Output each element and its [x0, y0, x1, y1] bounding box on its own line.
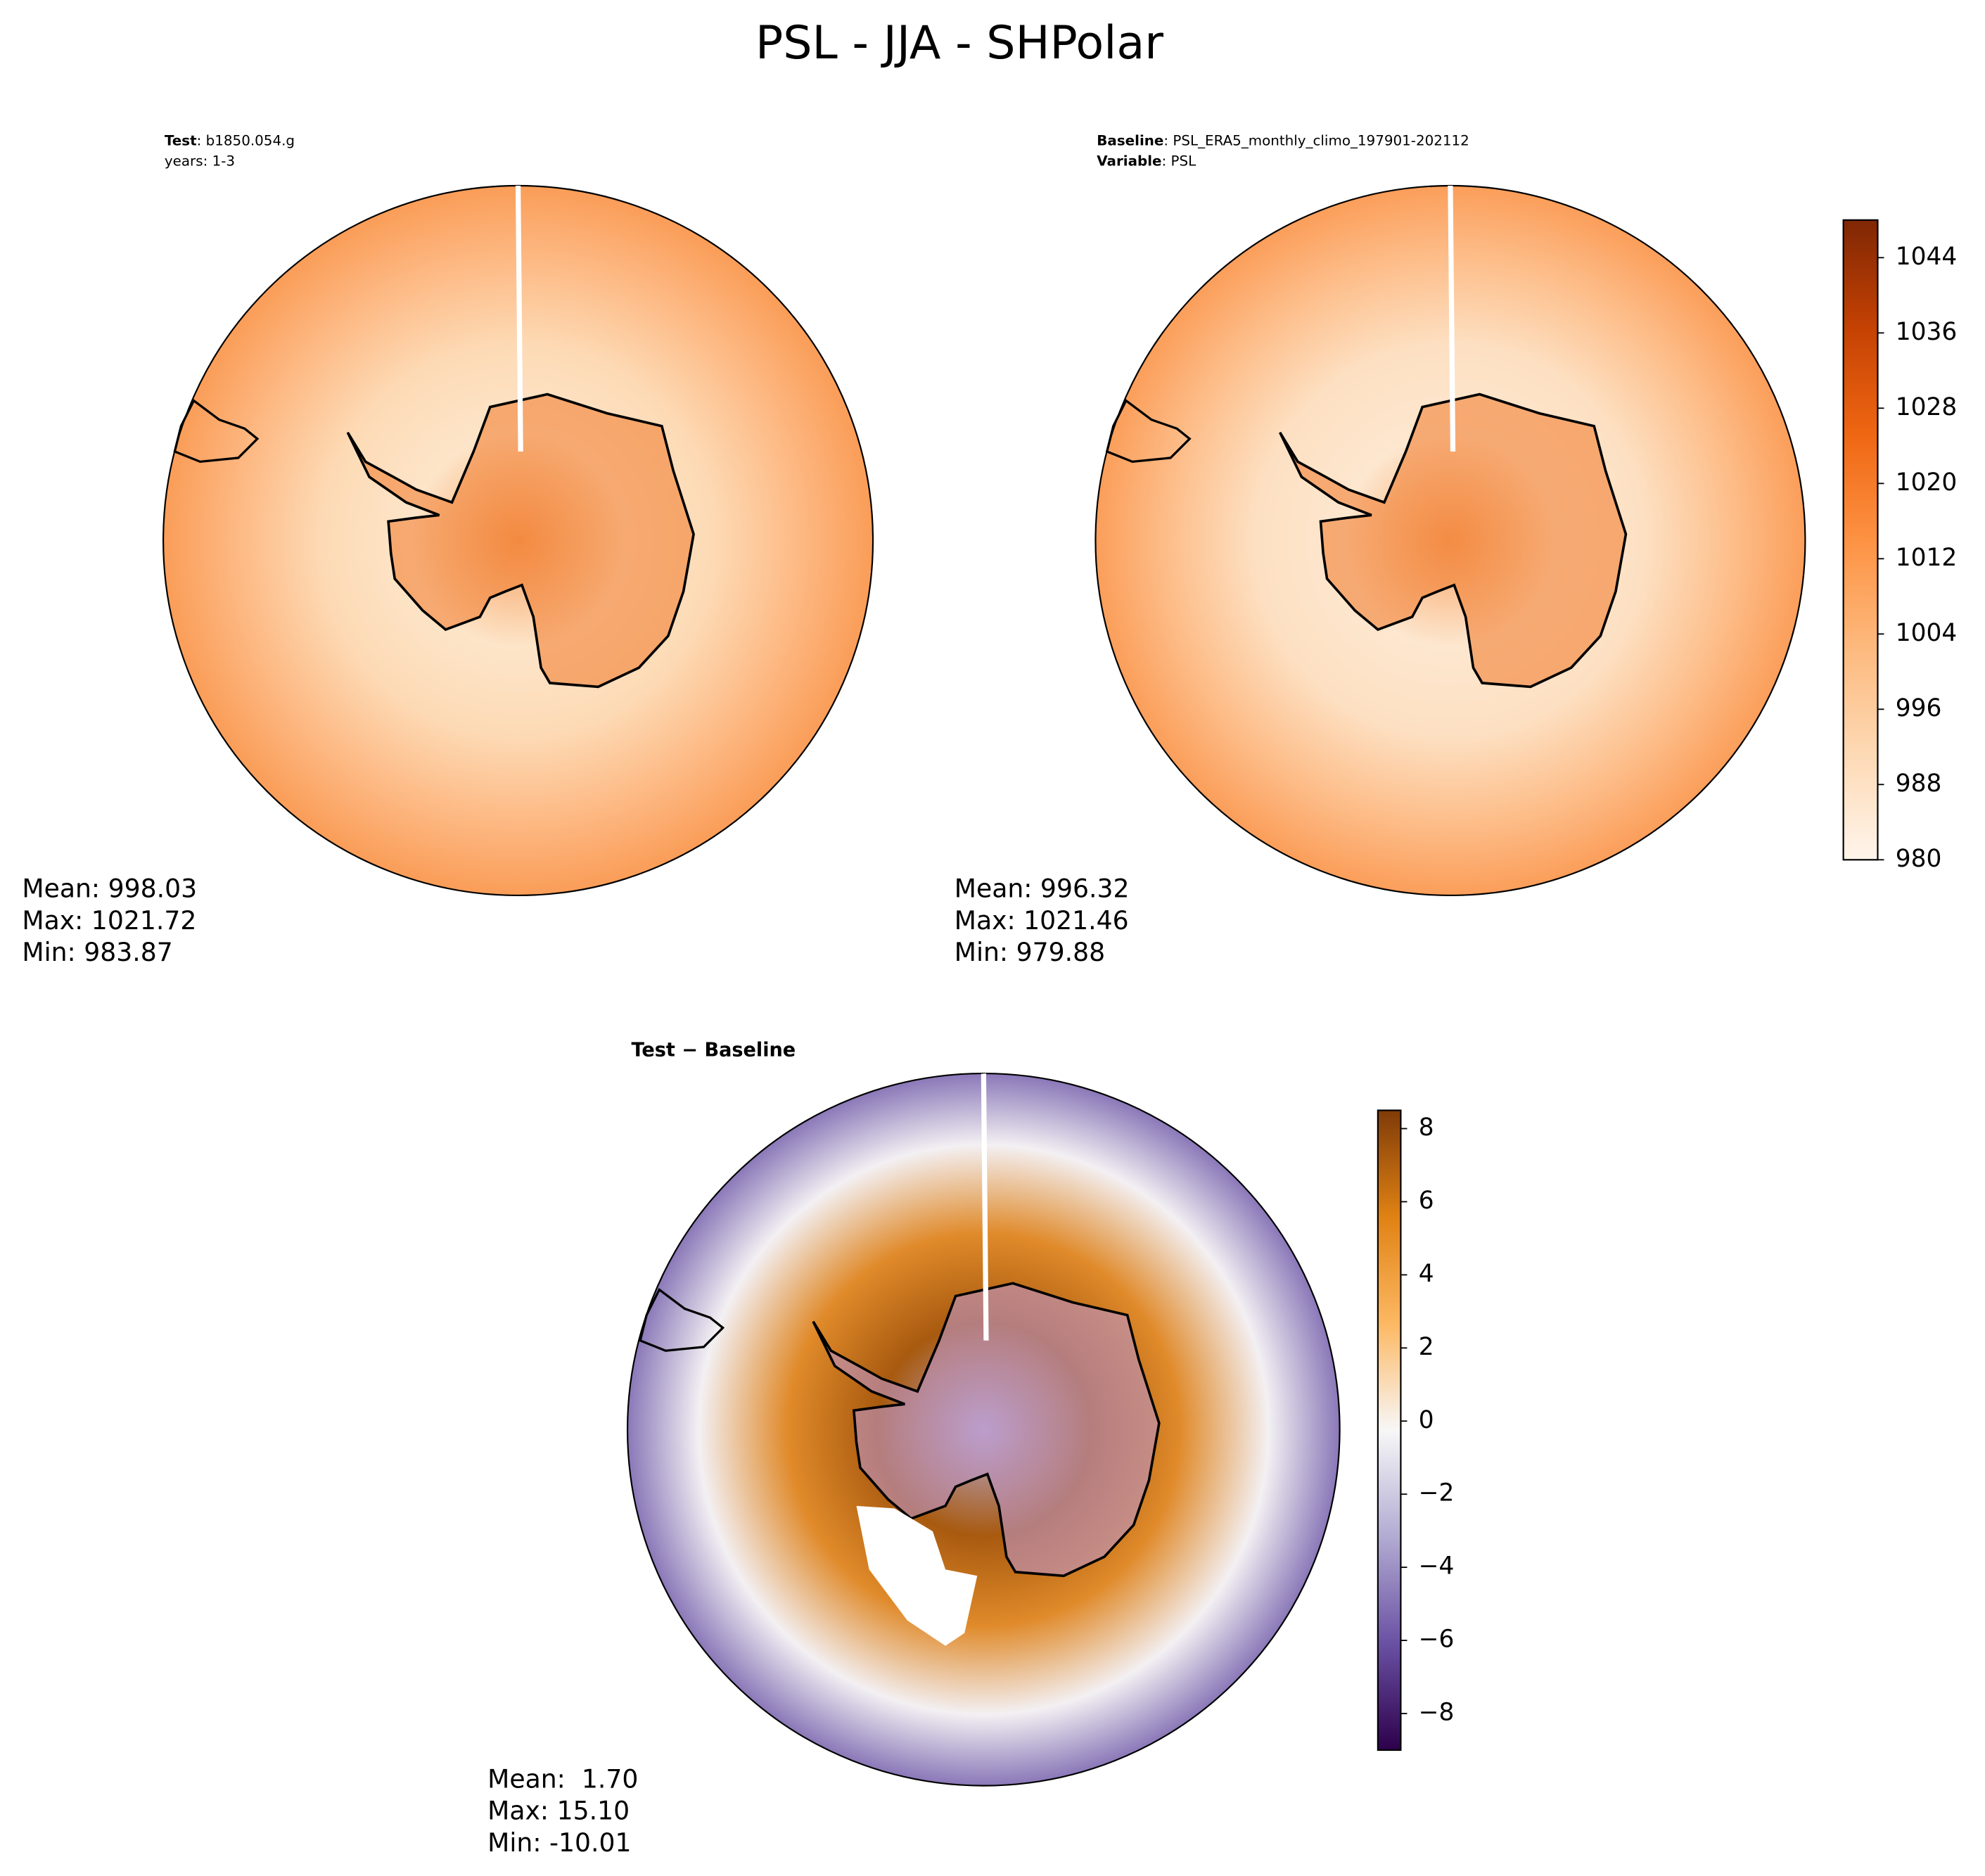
colorbar-tick-label: 6 [1419, 1187, 1434, 1215]
subtitle: years: 1-3 [165, 153, 235, 169]
colorbar-tick-label: 988 [1896, 770, 1942, 798]
stat: Min: 979.88 [955, 937, 1105, 967]
subtitle: Baseline: PSL_ERA5_monthly_climo_197901-… [1097, 132, 1469, 148]
colorbar-tick-label: −8 [1419, 1699, 1455, 1727]
continents [639, 1073, 1161, 1646]
colorbar-tick-label: 1020 [1896, 468, 1957, 497]
stat: Mean: 996.32 [955, 874, 1130, 904]
colorbar-tick-label: 1012 [1896, 544, 1957, 572]
colorbar-tick-label: 1004 [1896, 619, 1957, 647]
seam [981, 1073, 989, 1341]
stat: Max: 1021.72 [22, 905, 196, 936]
seam [515, 185, 523, 452]
colorbar-tick-label: 1028 [1896, 393, 1957, 421]
colorbar-tick-label: −2 [1419, 1479, 1455, 1507]
seam [1448, 185, 1456, 452]
colorbar-tick-label: 0 [1419, 1406, 1434, 1434]
colorbar-tick-label: 1044 [1896, 243, 1957, 271]
colorbar-tick-label: 1036 [1896, 318, 1957, 346]
colorbar [1377, 1109, 1402, 1751]
figure-title: PSL - JJA - SHPolar [755, 17, 1163, 70]
subtitle-label: Variable [1097, 153, 1161, 169]
colorbar-tick-label: 8 [1419, 1114, 1434, 1142]
stat: Mean: 998.03 [22, 874, 197, 904]
south-america [1105, 399, 1192, 464]
subtitle-label: Test [165, 132, 197, 148]
colorbar-tick-label: 996 [1896, 694, 1942, 722]
subtitle: Variable: PSL [1097, 153, 1196, 169]
subtitle-text: : PSL [1162, 153, 1196, 169]
colorbar-tick-label: 2 [1419, 1333, 1434, 1361]
subtitle-text: years: 1-3 [165, 153, 235, 169]
subtitle: Test − Baseline [631, 1039, 796, 1061]
colorbar-tick-label: 980 [1896, 845, 1942, 873]
masked-region [856, 1505, 978, 1646]
stat: Mean: 1.70 [487, 1763, 638, 1794]
colorbar-tick-label: −6 [1419, 1626, 1455, 1654]
south-america [639, 1287, 725, 1352]
stat: Min: -10.01 [487, 1827, 631, 1858]
colorbar-tick-label: 4 [1419, 1260, 1434, 1288]
subtitle: Test: b1850.054.g [165, 132, 295, 148]
subtitle-label: Test − Baseline [631, 1039, 796, 1061]
stat: Min: 983.87 [22, 937, 172, 967]
continents [1105, 185, 1628, 689]
stat: Max: 1021.46 [955, 905, 1129, 936]
colorbar-tick-label: −4 [1419, 1552, 1455, 1581]
subtitle-text: : PSL_ERA5_monthly_climo_197901-202112 [1163, 132, 1469, 148]
stat: Max: 15.10 [487, 1796, 630, 1826]
south-america [173, 399, 260, 464]
colorbar [1842, 219, 1879, 861]
subtitle-label: Baseline [1097, 132, 1163, 148]
continents [173, 185, 695, 689]
subtitle-text: : b1850.054.g [197, 132, 295, 148]
